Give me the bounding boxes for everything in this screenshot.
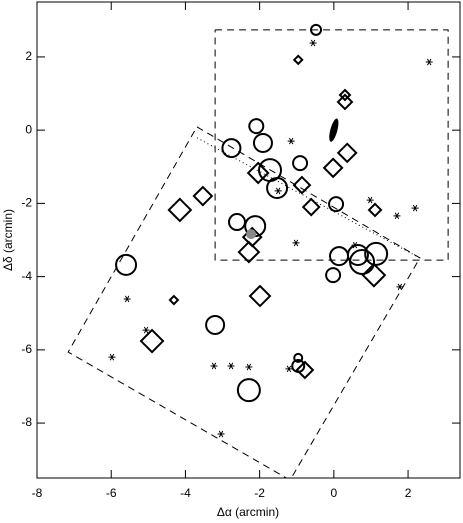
asterisk-marker bbox=[108, 353, 116, 361]
filled-marker bbox=[246, 229, 257, 240]
x-tick-label: -6 bbox=[106, 486, 117, 500]
y-tick-label: -4 bbox=[21, 269, 32, 283]
x-tick-label: 0 bbox=[330, 486, 337, 500]
asterisk-marker bbox=[396, 283, 404, 291]
asterisk-marker bbox=[217, 430, 225, 438]
diamond-marker bbox=[336, 142, 358, 164]
diamond-marker bbox=[192, 185, 214, 207]
circle-marker bbox=[328, 196, 345, 213]
asterisk-marker bbox=[123, 295, 131, 303]
circle-marker bbox=[227, 213, 246, 232]
circle-marker bbox=[221, 138, 242, 159]
circle-marker bbox=[349, 248, 376, 275]
region-outline bbox=[214, 29, 449, 261]
circle-marker bbox=[329, 246, 350, 267]
asterisk-marker bbox=[366, 196, 374, 204]
diamond-marker bbox=[246, 161, 270, 185]
circle-marker bbox=[364, 241, 389, 266]
y-axis-label: Δδ (arcmin) bbox=[1, 209, 15, 271]
diamond-marker bbox=[292, 54, 304, 66]
diamond-marker bbox=[167, 197, 193, 223]
y-tick-label: -6 bbox=[21, 342, 32, 356]
asterisk-marker bbox=[351, 241, 359, 249]
diamond-marker bbox=[338, 88, 352, 102]
diamond-marker bbox=[336, 93, 354, 111]
asterisk-marker bbox=[411, 204, 419, 212]
y-tick-label: -2 bbox=[21, 196, 32, 210]
asterisk-marker bbox=[274, 187, 282, 195]
diamond-marker bbox=[361, 262, 387, 288]
asterisk-marker bbox=[393, 212, 401, 220]
circle-marker bbox=[236, 378, 261, 403]
circle-marker bbox=[115, 253, 138, 276]
asterisk-marker bbox=[210, 362, 218, 370]
ellipse-marker bbox=[329, 118, 339, 142]
circle-marker bbox=[292, 155, 309, 172]
plot-frame bbox=[36, 1, 461, 479]
asterisk-marker bbox=[287, 137, 295, 145]
diamond-marker bbox=[367, 202, 383, 218]
diamond-marker bbox=[248, 284, 272, 308]
y-tick-label: 2 bbox=[25, 49, 32, 63]
diamond-marker bbox=[295, 360, 315, 380]
asterisk-marker bbox=[285, 365, 293, 373]
asterisk-marker bbox=[227, 362, 235, 370]
y-tick-label: 0 bbox=[25, 122, 32, 136]
x-axis-label: Δα (arcmin) bbox=[217, 505, 279, 519]
circle-marker bbox=[325, 267, 342, 284]
x-tick-label: -2 bbox=[254, 486, 265, 500]
circle-marker bbox=[310, 23, 323, 36]
diamond-marker bbox=[292, 175, 312, 195]
diamond-marker bbox=[168, 294, 180, 306]
asterisk-marker bbox=[425, 58, 433, 66]
circle-marker bbox=[205, 314, 226, 335]
diamond-marker bbox=[322, 157, 344, 179]
asterisk-marker bbox=[309, 39, 317, 47]
diamond-marker bbox=[301, 197, 321, 217]
y-tick-label: -8 bbox=[21, 415, 32, 429]
regions bbox=[67, 29, 449, 478]
circle-marker bbox=[266, 177, 289, 200]
circle-marker bbox=[252, 132, 273, 153]
asterisk-marker bbox=[142, 326, 150, 334]
region-outline bbox=[67, 126, 421, 478]
region-outline bbox=[196, 137, 421, 259]
diamond-marker bbox=[237, 240, 261, 264]
x-tick-label: -8 bbox=[32, 486, 43, 500]
circle-marker bbox=[248, 118, 265, 135]
diamond-marker bbox=[139, 328, 165, 354]
circle-marker bbox=[293, 352, 304, 363]
asterisk-marker bbox=[245, 363, 253, 371]
x-tick-label: 2 bbox=[405, 486, 412, 500]
asterisk-marker bbox=[292, 239, 300, 247]
x-tick-label: -4 bbox=[180, 486, 191, 500]
